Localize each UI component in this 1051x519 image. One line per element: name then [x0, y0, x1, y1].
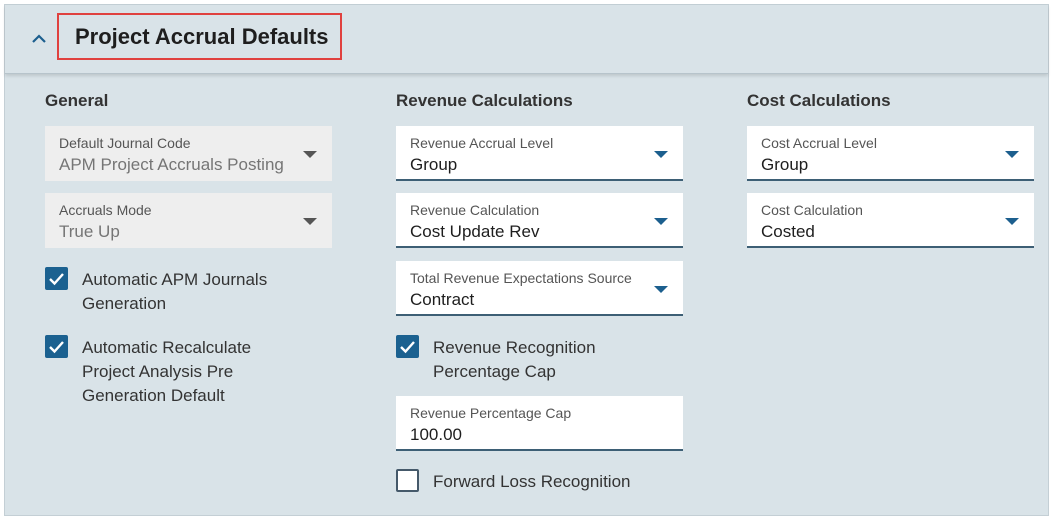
section-title: General [45, 91, 109, 110]
field-label: Cost Calculation [761, 202, 863, 218]
checkbox-label: Forward Loss Recognition [433, 472, 631, 491]
field-value: Contract [410, 290, 475, 309]
collapse-chevron[interactable] [29, 29, 49, 49]
dropdown-arrow[interactable] [654, 151, 668, 158]
dropdown-arrow[interactable] [654, 218, 668, 225]
checkbox-box[interactable] [45, 335, 68, 358]
field-value: Cost Update Rev [410, 222, 540, 241]
checkbox-box[interactable] [396, 335, 419, 358]
text-input[interactable]: Revenue Percentage Cap 100.00 [396, 396, 683, 451]
field-value: 100.00 [410, 425, 462, 444]
field-label: Revenue Accrual Level [410, 135, 554, 151]
checkbox-label: Automatic Recalculate Project Analysis P… [82, 338, 252, 405]
dropdown[interactable]: Revenue Accrual Level Group [396, 126, 683, 181]
dropdown-arrow[interactable] [654, 286, 668, 293]
checkbox-box[interactable] [45, 267, 68, 290]
dropdown: Accruals Mode True Up [45, 193, 332, 248]
panel-header: Project Accrual Defaults [5, 5, 1048, 74]
checkbox-label: Automatic APM Journals Generation [82, 270, 268, 313]
dropdown-arrow[interactable] [1005, 151, 1019, 158]
checkbox-box[interactable] [396, 469, 419, 492]
dropdown-arrow[interactable] [1005, 218, 1019, 225]
field-value: Group [410, 155, 458, 174]
section-title: Revenue Calculations [396, 91, 573, 110]
field-label: Cost Accrual Level [761, 135, 877, 151]
dropdown[interactable]: Revenue Calculation Cost Update Rev [396, 193, 683, 248]
field-value: True Up [59, 222, 120, 241]
field-label: Revenue Calculation [410, 202, 540, 218]
field-value: Costed [761, 222, 815, 241]
field-label: Accruals Mode [59, 202, 152, 218]
field-label: Default Journal Code [59, 135, 191, 151]
dropdown-arrow [303, 151, 317, 158]
field-label: Revenue Percentage Cap [410, 405, 572, 421]
dropdown[interactable]: Total Revenue Expectations Source Contrac… [396, 261, 683, 316]
dropdown: Default Journal Code APM Project Accruals… [45, 126, 332, 181]
panel-title: Project Accrual Defaults [57, 13, 342, 60]
panel: Project Accrual Defaults General Default … [4, 4, 1049, 516]
dropdown-arrow [303, 218, 317, 225]
section-title: Cost Calculations [747, 91, 891, 110]
dropdown[interactable]: Cost Accrual Level Group [747, 126, 1034, 181]
dropdown[interactable]: Cost Calculation Costed [747, 193, 1034, 248]
field-label: Total Revenue Expectations Source [410, 270, 632, 286]
field-value: Group [761, 155, 809, 174]
field-value: APM Project Accruals Posting [59, 155, 284, 174]
checkbox-label: Revenue Recognition Percentage Cap [433, 338, 596, 381]
